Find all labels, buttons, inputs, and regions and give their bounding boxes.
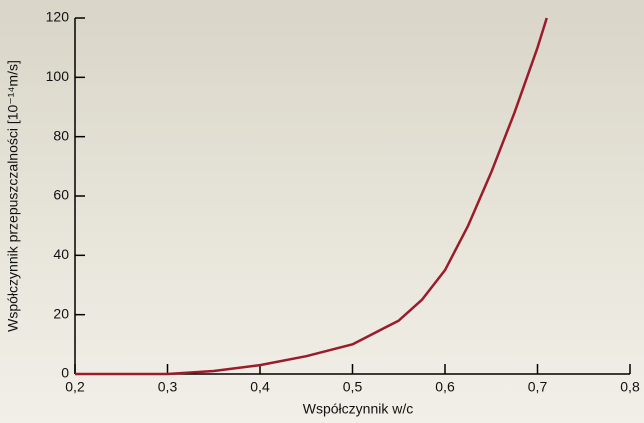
y-tick-label: 60 (53, 187, 69, 203)
x-tick-label: 0,3 (158, 379, 178, 395)
y-tick-label: 120 (46, 9, 70, 25)
x-tick-label: 0,2 (65, 379, 85, 395)
y-axis-label: Współczynnik przepuszczalności [10⁻¹⁴m/s… (5, 60, 21, 332)
y-tick-label: 80 (53, 127, 69, 143)
x-tick-label: 0,4 (250, 379, 270, 395)
y-tick-label: 100 (46, 68, 70, 84)
data-line (75, 17, 548, 376)
y-tick-label: 0 (61, 365, 69, 381)
y-tick-label: 40 (53, 246, 69, 262)
x-tick-label: 0,5 (343, 379, 363, 395)
x-tick-label: 0,8 (620, 379, 640, 395)
x-tick-label: 0,7 (528, 379, 548, 395)
x-axis-label: Współczynnik w/c (303, 401, 413, 417)
y-tick-label: 20 (53, 305, 69, 321)
x-tick-label: 0,6 (435, 379, 455, 395)
